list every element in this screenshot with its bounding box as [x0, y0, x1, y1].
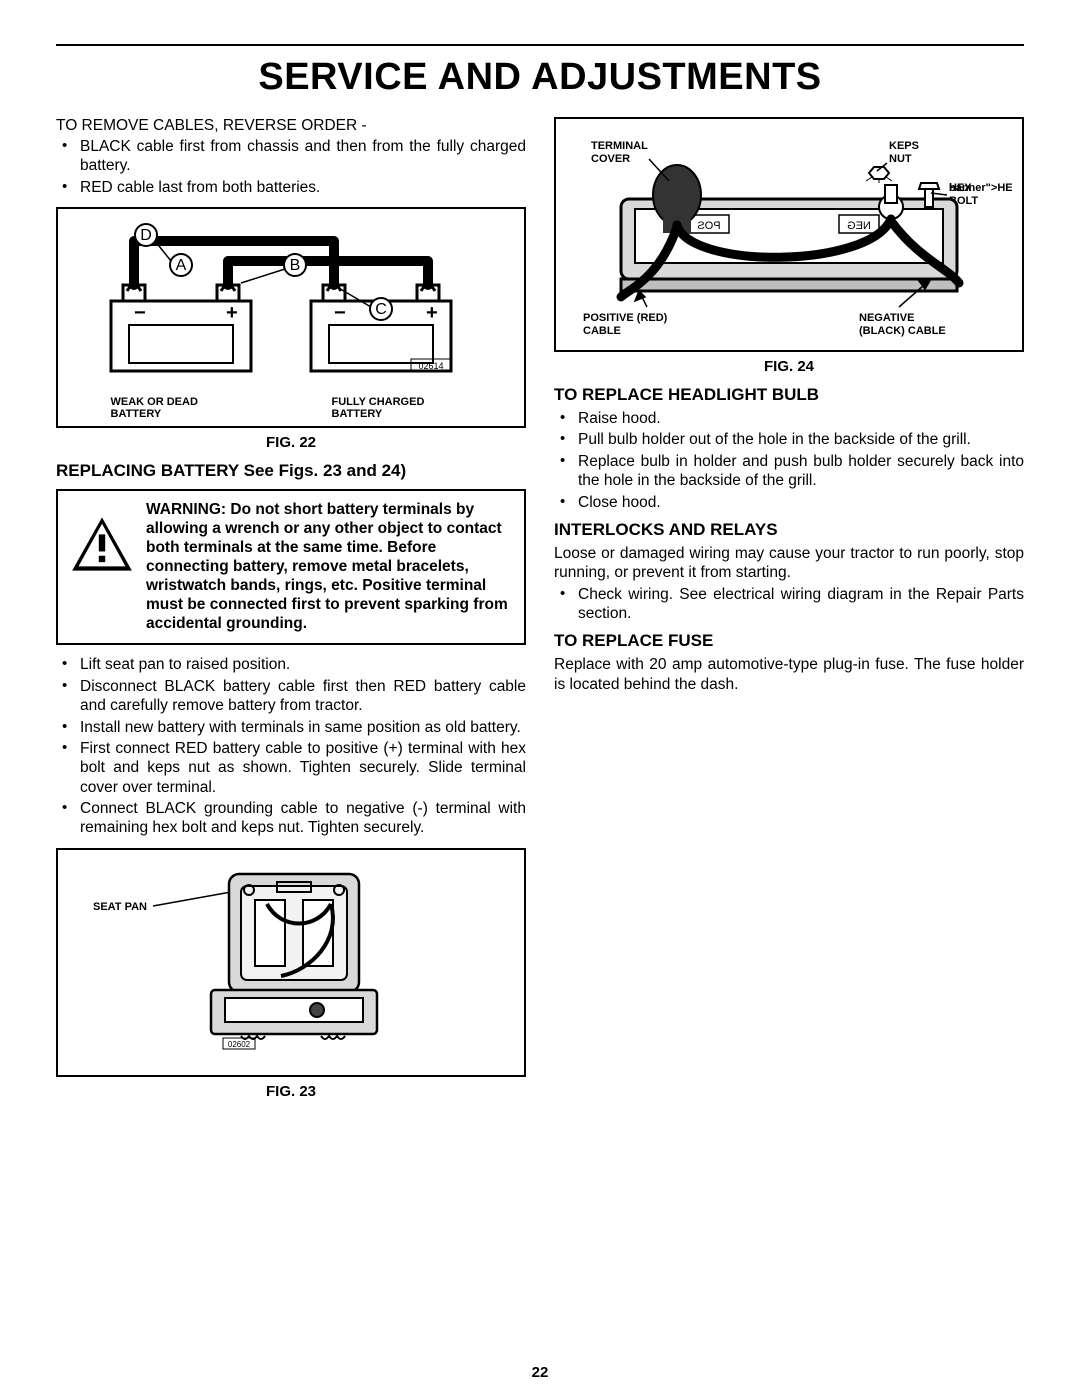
remove-order-heading: TO REMOVE CABLES, REVERSE ORDER -: [56, 117, 526, 135]
svg-text:B: B: [290, 257, 301, 274]
top-rule: [56, 44, 1024, 46]
left-column: TO REMOVE CABLES, REVERSE ORDER - BLACK …: [56, 117, 526, 1110]
svg-text:C: C: [375, 301, 387, 318]
fig22-label-full: FULLY CHARGED BATTERY: [332, 396, 472, 420]
svg-text:POSITIVE (RED): POSITIVE (RED): [583, 312, 668, 324]
page-title: Service And Adjustments: [56, 56, 1024, 99]
svg-text:02602: 02602: [228, 1040, 251, 1049]
svg-text:POS: POS: [697, 220, 720, 232]
svg-text:HEX: HEX: [949, 182, 972, 194]
svg-text:COVER: COVER: [591, 153, 630, 165]
fuse-text: Replace with 20 amp automotive-type plug…: [554, 655, 1024, 694]
warning-box: WARNING: Do not short battery terminals …: [56, 489, 526, 645]
svg-text:+: +: [426, 302, 438, 324]
content-columns: TO REMOVE CABLES, REVERSE ORDER - BLACK …: [56, 117, 1024, 1110]
svg-text:D: D: [140, 227, 152, 244]
list-item: Close hood.: [554, 493, 1024, 512]
svg-text:A: A: [176, 257, 187, 274]
fig24-diagram: TERMINAL COVER KEPS NUT banner">HEX HEX …: [566, 129, 1012, 339]
warning-icon: [70, 515, 134, 578]
svg-text:SEAT PAN: SEAT PAN: [93, 901, 147, 913]
list-item: RED cable last from both batteries.: [56, 178, 526, 197]
fig24-caption: FIG. 24: [554, 358, 1024, 375]
list-item: Replace bulb in holder and push bulb hol…: [554, 452, 1024, 491]
fig23-box: SEAT PAN: [56, 848, 526, 1077]
remove-bullets: BLACK cable first from chassis and then …: [56, 137, 526, 197]
list-item: Disconnect BLACK battery cable first the…: [56, 677, 526, 716]
fig23-diagram: SEAT PAN: [68, 860, 514, 1060]
svg-text:CABLE: CABLE: [583, 325, 621, 337]
svg-text:NEGATIVE: NEGATIVE: [859, 312, 914, 324]
interlocks-bullets: Check wiring. See electrical wiring diag…: [554, 585, 1024, 624]
headlight-heading: TO REPLACE HEADLIGHT BULB: [554, 385, 1024, 405]
svg-text:+: +: [226, 302, 238, 324]
svg-text:TERMINAL: TERMINAL: [591, 140, 648, 152]
fuse-heading: TO REPLACE FUSE: [554, 631, 1024, 651]
fig22-label-weak: WEAK OR DEAD BATTERY: [111, 396, 251, 420]
fig23-caption: FIG. 23: [56, 1083, 526, 1100]
svg-text:−: −: [134, 302, 146, 324]
fig24-box: TERMINAL COVER KEPS NUT banner">HEX HEX …: [554, 117, 1024, 352]
page-number: 22: [0, 1364, 1080, 1381]
list-item: Check wiring. See electrical wiring diag…: [554, 585, 1024, 624]
interlocks-text: Loose or damaged wiring may cause your t…: [554, 544, 1024, 583]
list-item: Pull bulb holder out of the hole in the …: [554, 430, 1024, 449]
svg-text:(BLACK) CABLE: (BLACK) CABLE: [859, 325, 946, 337]
list-item: BLACK cable first from chassis and then …: [56, 137, 526, 176]
warning-text: WARNING: Do not short battery terminals …: [146, 501, 512, 633]
svg-text:KEPS: KEPS: [889, 140, 919, 152]
svg-text:NUT: NUT: [889, 153, 912, 165]
list-item: Install new battery with terminals in sa…: [56, 718, 526, 737]
list-item: Connect BLACK grounding cable to negativ…: [56, 799, 526, 838]
svg-text:NEG: NEG: [847, 220, 871, 232]
svg-text:−: −: [334, 302, 346, 324]
list-item: Lift seat pan to raised position.: [56, 655, 526, 674]
fig22-diagram: − + − + D: [70, 221, 512, 391]
interlocks-heading: INTERLOCKS AND RELAYS: [554, 520, 1024, 540]
replace-bullets: Lift seat pan to raised position. Discon…: [56, 655, 526, 837]
svg-text:02614: 02614: [418, 361, 443, 371]
headlight-bullets: Raise hood. Pull bulb holder out of the …: [554, 409, 1024, 512]
fig22-caption: FIG. 22: [56, 434, 526, 451]
right-column: TERMINAL COVER KEPS NUT banner">HEX HEX …: [554, 117, 1024, 1110]
list-item: First connect RED battery cable to posit…: [56, 739, 526, 797]
list-item: Raise hood.: [554, 409, 1024, 428]
replacing-heading: REPLACING BATTERY See Figs. 23 and 24): [56, 461, 526, 481]
fig22-box: − + − + D: [56, 207, 526, 428]
